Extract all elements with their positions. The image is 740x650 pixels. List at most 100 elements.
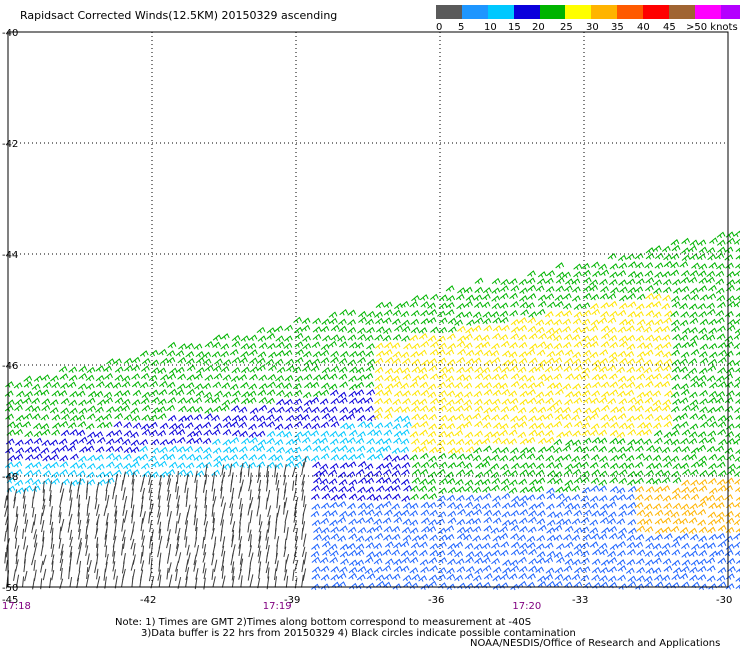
wind-barb xyxy=(571,414,580,421)
wind-barb xyxy=(221,464,225,476)
wind-barb xyxy=(653,326,663,333)
wind-barb xyxy=(148,570,152,582)
wind-barb xyxy=(554,566,564,574)
wind-barb xyxy=(238,421,248,429)
wind-barb xyxy=(508,573,518,580)
wind-barb xyxy=(366,551,375,558)
wind-barb xyxy=(562,341,572,349)
wind-barb xyxy=(60,567,63,580)
wind-barb xyxy=(383,327,392,335)
wind-barb xyxy=(491,557,500,565)
wind-barb xyxy=(366,389,376,396)
latitude-label: -40 xyxy=(2,28,18,39)
wind-barb xyxy=(220,343,230,350)
wind-barb xyxy=(509,397,519,405)
wind-barb xyxy=(491,431,500,438)
wind-barb xyxy=(463,399,473,406)
wind-barb xyxy=(482,373,492,381)
wind-barb xyxy=(339,462,349,469)
wind-barb xyxy=(690,348,700,356)
wind-barb xyxy=(456,469,466,476)
wind-barb xyxy=(554,511,563,519)
wind-barb xyxy=(212,381,222,389)
wind-barb xyxy=(393,558,402,566)
wind-barb xyxy=(239,497,242,510)
wind-barb xyxy=(312,390,322,398)
latitude-label: -48 xyxy=(2,472,18,483)
wind-barb xyxy=(645,301,655,309)
wind-barb xyxy=(403,342,412,350)
wind-barb xyxy=(654,343,664,351)
wind-barb xyxy=(40,414,50,421)
wind-barb xyxy=(499,292,509,300)
wind-barb xyxy=(707,542,716,549)
wind-barb xyxy=(564,357,574,365)
wind-barb xyxy=(212,576,216,588)
wind-barb xyxy=(50,454,60,461)
wind-barb xyxy=(437,452,447,460)
wind-barb xyxy=(391,342,401,349)
wind-barb xyxy=(141,545,145,557)
wind-barb xyxy=(409,454,419,461)
wind-barb xyxy=(555,285,565,293)
wind-barb xyxy=(212,518,216,531)
wind-barb xyxy=(177,469,187,476)
wind-barb xyxy=(617,350,627,358)
wind-barb xyxy=(510,300,519,308)
wind-barb xyxy=(87,454,96,462)
wind-barb xyxy=(249,373,258,381)
wind-barb xyxy=(283,546,287,558)
wind-barb xyxy=(392,333,402,341)
wind-barb xyxy=(4,505,8,517)
wind-barb xyxy=(85,445,95,452)
wind-barb xyxy=(553,462,563,469)
wind-barb xyxy=(139,453,149,461)
wind-barb xyxy=(562,318,572,325)
wind-barb xyxy=(76,485,80,499)
wind-barb xyxy=(321,412,331,420)
wind-barb xyxy=(580,453,590,461)
wind-barb xyxy=(429,565,438,572)
wind-barb xyxy=(643,326,653,333)
wind-barb xyxy=(672,446,682,453)
wind-barb xyxy=(365,509,375,516)
wind-barb xyxy=(330,356,339,364)
wind-barb xyxy=(121,479,124,491)
wind-barb xyxy=(600,310,610,318)
wind-barb xyxy=(599,455,608,463)
wind-barb xyxy=(40,560,44,573)
wind-barb xyxy=(428,455,437,463)
wind-barb xyxy=(463,420,473,428)
wind-barb xyxy=(41,439,51,447)
wind-barb xyxy=(51,554,55,565)
wind-barb xyxy=(212,542,216,556)
wind-barb xyxy=(662,364,672,372)
wind-barb xyxy=(313,533,322,541)
wind-barb xyxy=(301,324,311,332)
wind-barb xyxy=(148,473,152,486)
wind-barb xyxy=(671,423,681,431)
wind-barb xyxy=(58,438,68,445)
wind-barb xyxy=(410,493,419,501)
wind-barb xyxy=(358,310,367,318)
wind-barb xyxy=(573,311,583,318)
wind-barb xyxy=(734,238,740,245)
wind-barb xyxy=(248,349,258,356)
wind-barb xyxy=(553,327,563,335)
wind-barb xyxy=(223,421,232,429)
wind-barb xyxy=(339,444,348,452)
wind-barb xyxy=(310,550,320,558)
wind-barb xyxy=(59,455,69,462)
wind-barb xyxy=(175,481,178,493)
wind-barb xyxy=(131,364,141,372)
wind-barb xyxy=(581,501,591,509)
wind-barb xyxy=(266,430,276,438)
wind-barb xyxy=(734,407,740,414)
wind-barb xyxy=(627,428,637,436)
wind-barb xyxy=(510,380,520,388)
wind-barb xyxy=(76,414,86,421)
wind-barb xyxy=(376,326,385,333)
wind-barb xyxy=(580,461,589,468)
wind-barb xyxy=(717,524,727,532)
wind-barb xyxy=(320,343,330,351)
